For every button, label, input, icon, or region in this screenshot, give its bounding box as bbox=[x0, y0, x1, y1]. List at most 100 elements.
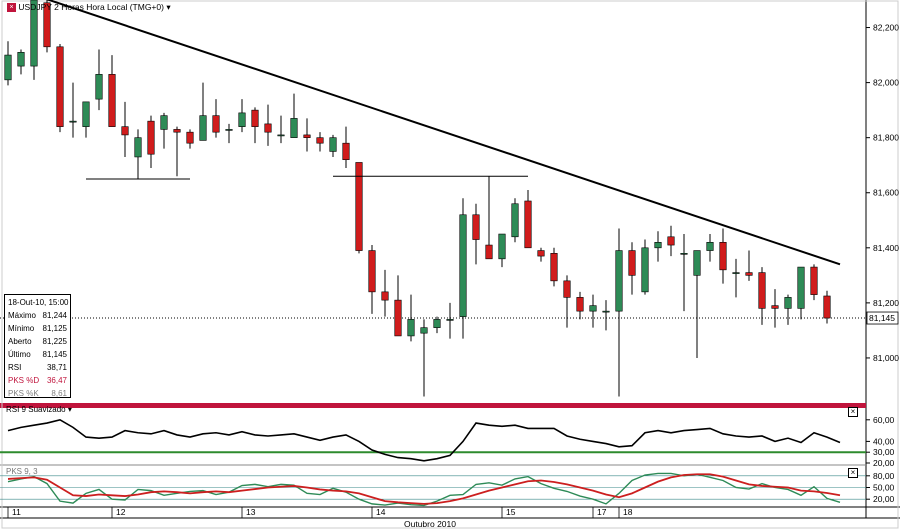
candle-body bbox=[797, 266, 805, 309]
chart-title-text: USDJPY 2 Horas Hora Local (TMG+0) bbox=[18, 2, 164, 12]
candle-body bbox=[329, 137, 337, 152]
candle-body bbox=[628, 250, 636, 276]
rsi-title[interactable]: RSI 9 Suavizado ▾ bbox=[6, 405, 72, 414]
info-row-pks-k: PKS %K 8,61 bbox=[8, 389, 67, 398]
triangle-down-icon[interactable]: ▾ bbox=[67, 405, 72, 414]
info-row-last: Último 81,145 bbox=[8, 350, 67, 359]
candle-body bbox=[108, 74, 116, 127]
candle-body bbox=[537, 250, 545, 257]
candle-body bbox=[264, 123, 272, 133]
candle-body bbox=[368, 250, 376, 293]
candle-body bbox=[277, 134, 285, 137]
chart-title[interactable]: × USDJPY 2 Horas Hora Local (TMG+0) ▾ bbox=[7, 2, 171, 13]
candle-body bbox=[771, 305, 779, 309]
candle-body bbox=[810, 266, 818, 295]
price-tick-label: 82,000 bbox=[873, 78, 899, 88]
candle-body bbox=[160, 115, 168, 130]
pks-title[interactable]: PKS 9, 3 bbox=[6, 467, 38, 476]
candle-body bbox=[823, 295, 831, 319]
candle-body bbox=[706, 242, 714, 251]
candle-body bbox=[394, 299, 402, 337]
candle-body bbox=[147, 120, 155, 155]
candle-body bbox=[303, 134, 311, 138]
candle-body bbox=[381, 291, 389, 301]
candle-body bbox=[30, 0, 38, 67]
x-month-label: Outubro 2010 bbox=[404, 519, 456, 529]
pks-close-icon[interactable]: × bbox=[848, 468, 858, 478]
pks-tick-label: 20,00 bbox=[873, 494, 895, 504]
rsi-tick-label: 30,00 bbox=[873, 447, 895, 457]
candle-body bbox=[43, 2, 51, 48]
candle-body bbox=[238, 112, 246, 127]
pks-k-line bbox=[7, 472, 841, 507]
candle-body bbox=[576, 297, 584, 312]
rsi-tick-label: 40,00 bbox=[873, 436, 895, 446]
pks-tick-label: 80,00 bbox=[873, 471, 895, 481]
candle-body bbox=[290, 118, 298, 138]
candle-body bbox=[17, 52, 25, 67]
x-tick-label: 13 bbox=[246, 507, 256, 517]
price-tick-label: 81,600 bbox=[873, 188, 899, 198]
rsi-tick-label: 20,00 bbox=[873, 458, 895, 468]
pks-tick-label: 50,00 bbox=[873, 483, 895, 493]
info-row-rsi: RSI 38,71 bbox=[8, 363, 67, 372]
candle-body bbox=[95, 74, 103, 100]
rsi-tick-label: 60,00 bbox=[873, 415, 895, 425]
x-tick-label: 15 bbox=[506, 507, 516, 517]
candle-body bbox=[82, 101, 90, 127]
last-price-box bbox=[866, 311, 899, 325]
candle-body bbox=[511, 203, 519, 238]
candle-body bbox=[4, 54, 12, 81]
candle-body bbox=[550, 253, 558, 282]
candle-body bbox=[342, 142, 350, 160]
price-tick-label: 82,200 bbox=[873, 23, 899, 33]
candle-body bbox=[251, 109, 259, 127]
candle-body bbox=[615, 250, 623, 312]
info-row-low: Mínimo 81,125 bbox=[8, 324, 67, 333]
trendline bbox=[46, 0, 841, 266]
candle-body bbox=[719, 242, 727, 271]
chart-badge-icon[interactable]: × bbox=[7, 3, 16, 13]
candle-body bbox=[693, 250, 701, 276]
x-tick-label: 11 bbox=[12, 507, 21, 517]
info-row-open: Aberto 81,225 bbox=[8, 337, 67, 346]
candle-body bbox=[654, 242, 662, 249]
candle-body bbox=[498, 233, 506, 260]
info-row-pks-d: PKS %D 36,47 bbox=[8, 376, 67, 385]
x-tick-label: 17 bbox=[597, 507, 607, 517]
candle-body bbox=[680, 253, 688, 255]
candle-body bbox=[420, 327, 428, 334]
price-tick-label: 81,000 bbox=[873, 353, 899, 363]
candle-body bbox=[56, 46, 64, 127]
price-tick-label: 81,200 bbox=[873, 298, 899, 308]
candle-body bbox=[186, 131, 194, 144]
candle-body bbox=[459, 214, 467, 317]
rsi-close-icon[interactable]: × bbox=[848, 407, 858, 417]
candle-body bbox=[173, 129, 181, 133]
candle-body bbox=[355, 162, 363, 251]
pks-d-line bbox=[7, 473, 841, 505]
info-date: 18-Out-10, 15:00 bbox=[8, 298, 69, 307]
candle-body bbox=[563, 280, 571, 298]
candle-body bbox=[641, 247, 649, 293]
candle-body bbox=[784, 297, 792, 309]
price-tick-label: 81,400 bbox=[873, 243, 899, 253]
panel-separator bbox=[0, 403, 866, 408]
candle-body bbox=[472, 214, 480, 240]
candle-body bbox=[316, 137, 324, 144]
triangle-down-icon[interactable]: ▾ bbox=[166, 2, 171, 12]
price-tick-label: 81,800 bbox=[873, 133, 899, 143]
rsi-line bbox=[7, 418, 841, 462]
candle-body bbox=[758, 272, 766, 309]
candle-body bbox=[732, 272, 740, 274]
candle-body bbox=[589, 305, 597, 312]
candle-body bbox=[433, 319, 441, 328]
candle-body bbox=[745, 272, 753, 276]
candle-body bbox=[485, 244, 493, 260]
info-row-high: Máximo 81,244 bbox=[8, 311, 67, 320]
candle-body bbox=[199, 115, 207, 141]
x-tick-label: 14 bbox=[376, 507, 386, 517]
last-price-label: 81,145 bbox=[869, 313, 895, 323]
